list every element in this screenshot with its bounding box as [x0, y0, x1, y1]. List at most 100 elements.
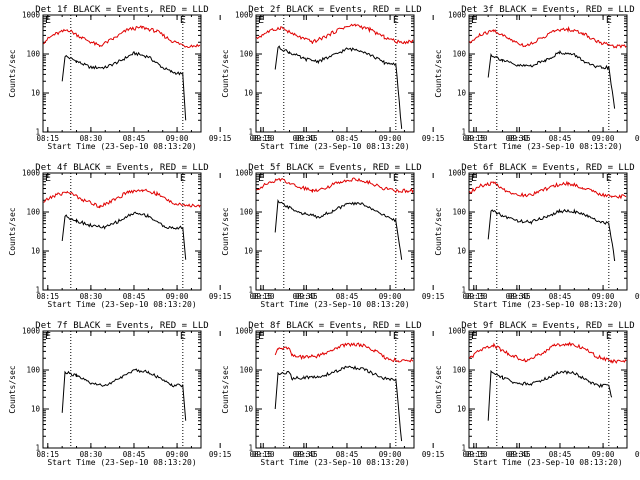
panel-title: Det 5f BLACK = Events, RED = LLD — [248, 163, 421, 173]
x-tick-label: 09:15 — [209, 292, 232, 301]
x-tick-label: 08:15 — [250, 292, 273, 301]
plot-frame — [255, 14, 415, 133]
y-tick-label: 1000 — [22, 169, 41, 178]
flag-E-right: E — [393, 15, 399, 26]
y-tick-label: 1000 — [448, 11, 467, 20]
flag-E-right: E — [180, 15, 186, 26]
y-axis-label: Counts/sec — [8, 49, 17, 97]
x-tick-label: 09:00 — [592, 292, 615, 301]
x-tick-label: 09:45 — [295, 450, 318, 459]
x-tick-label: 08:45 — [123, 134, 146, 143]
y-tick-label: 10 — [457, 405, 467, 414]
panel-det-4f: Det 4f BLACK = Events, RED = LLD 1 10 100 10… — [8, 163, 318, 309]
y-tick-label: 100 — [26, 208, 40, 217]
x-tick-label: 09:15 — [422, 292, 445, 301]
series-events-line — [61, 211, 187, 260]
series-events-line — [487, 208, 616, 262]
x-tick-label: 09:15 — [209, 450, 232, 459]
y-tick-label: 1 — [248, 286, 253, 295]
y-tick-label: 1000 — [22, 11, 41, 20]
x-tick-label: 09:30 — [465, 450, 488, 459]
panel-title: Det 9f BLACK = Events, RED = LLD — [461, 321, 634, 331]
x-tick-label: 08:45 — [336, 134, 359, 143]
panel-title: Det 4f BLACK = Events, RED = LLD — [35, 163, 208, 173]
flag-E-right: E — [606, 173, 612, 184]
plot-frame — [468, 330, 628, 449]
x-tick-label: 09:45 — [508, 134, 531, 143]
x-tick-label: 08:45 — [549, 450, 572, 459]
y-axis-label: Counts/sec — [8, 207, 17, 255]
x-axis-label: Start Time (23-Sep-10 08:13:20) — [47, 300, 196, 309]
x-tick-label: 09:00 — [379, 134, 402, 143]
x-tick-label: 09:00 — [379, 292, 402, 301]
panel-det-3f: Det 3f BLACK = Events, RED = LLD 1 10 100 10… — [434, 5, 640, 151]
x-tick-label: 08:30 — [80, 450, 103, 459]
x-tick-label: 09:00 — [379, 450, 402, 459]
y-tick-label: 10 — [31, 89, 41, 98]
x-tick-label: 08:30 — [506, 450, 529, 459]
panel-det-7f: Det 7f BLACK = Events, RED = LLD11010010… — [8, 321, 318, 467]
y-tick-label: 100 — [239, 50, 253, 59]
x-tick-label: 09:00 — [166, 450, 189, 459]
series-events-line — [274, 198, 403, 260]
x-axis-label: Start Time (23-Sep-10 08:13:20) — [473, 142, 622, 151]
x-axis-label: Start Time (23-Sep-10 08:13:20) — [260, 142, 409, 151]
y-tick-label: 1000 — [235, 169, 254, 178]
x-axis-label: Start Time (23-Sep-10 08:13:20) — [473, 458, 622, 467]
x-tick-label: 08:15 — [250, 134, 273, 143]
x-tick-label: 09:45 — [295, 292, 318, 301]
x-tick-label: 09:15 — [422, 134, 445, 143]
x-tick-label: 08:15 — [37, 292, 60, 301]
series-events-line — [274, 365, 403, 442]
y-tick-label: 100 — [26, 366, 40, 375]
plot-frame — [255, 172, 415, 291]
flag-E-right: E — [180, 173, 186, 184]
series-events-line — [61, 51, 187, 121]
x-tick-label: 09:15 — [209, 134, 232, 143]
panel-det-9f: Det 9f BLACK = Events, RED = LLD 1 10 100 10… — [434, 321, 640, 467]
series-lld-line — [469, 25, 627, 49]
series-lld-line — [274, 342, 414, 363]
x-tick-label: 08:15 — [250, 450, 273, 459]
y-tick-label: 100 — [239, 208, 253, 217]
x-tick-label: 09:45 — [508, 292, 531, 301]
flag-E-left: E — [45, 331, 51, 342]
y-tick-label: 1000 — [448, 327, 467, 336]
y-tick-label: 1 — [248, 128, 253, 137]
flag-E-right: E — [606, 331, 612, 342]
series-events-line — [487, 369, 613, 421]
y-tick-label: 1 — [461, 286, 466, 295]
flag-E-left: E — [258, 331, 264, 342]
x-tick-label: 08:45 — [549, 134, 572, 143]
y-tick-label: 10 — [31, 247, 41, 256]
x-tick-label: 09:00 — [592, 134, 615, 143]
x-tick-label: 08:15 — [37, 450, 60, 459]
y-axis-label: Counts/sec — [221, 49, 230, 97]
panel-title: Det 3f BLACK = Events, RED = LLD — [461, 5, 634, 15]
x-tick-label: 09:30 — [252, 292, 275, 301]
y-tick-label: 1 — [461, 128, 466, 137]
panel-det-5f: Det 5f BLACK = Events, RED = LLD11010010… — [221, 163, 531, 309]
x-tick-label: 09:30 — [252, 134, 275, 143]
y-tick-label: 10 — [457, 247, 467, 256]
panel-title: Det 1f BLACK = Events, RED = LLD — [35, 5, 208, 15]
y-tick-label: 1 — [35, 128, 40, 137]
x-tick-label: 09:30 — [252, 450, 275, 459]
x-axis-label: Start Time (23-Sep-10 08:13:20) — [260, 300, 409, 309]
x-tick-label: 09:00 — [166, 292, 189, 301]
panel-det-2f: Det 2f BLACK = Events, RED = LLD11010010… — [221, 5, 531, 151]
x-axis-label: Start Time (23-Sep-10 08:13:20) — [260, 458, 409, 467]
x-axis-label: Start Time (23-Sep-10 08:13:20) — [47, 458, 196, 467]
plot-frame — [468, 14, 628, 133]
series-events-line — [61, 368, 187, 421]
flag-E-left: E — [258, 15, 264, 26]
y-tick-label: 100 — [452, 208, 466, 217]
x-tick-label: 08:30 — [506, 134, 529, 143]
panel-title: Det 7f BLACK = Events, RED = LLD — [35, 321, 208, 331]
y-tick-label: 100 — [239, 366, 253, 375]
x-tick-label: 09:15 — [635, 292, 640, 301]
y-axis-label: Counts/sec — [8, 365, 17, 413]
y-tick-label: 100 — [26, 50, 40, 59]
y-axis-label: Counts/sec — [434, 207, 443, 255]
x-tick-label: 08:45 — [336, 450, 359, 459]
